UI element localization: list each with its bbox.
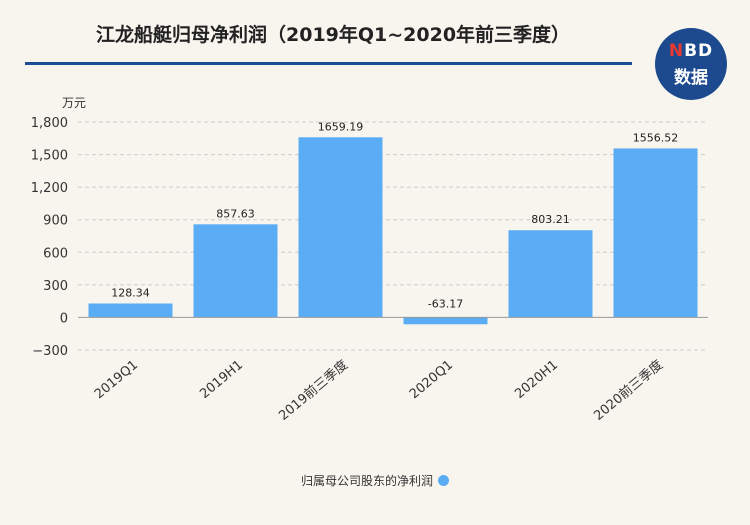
page-title: 江龙船艇归母净利润（2019年Q1~2020年前三季度） [96,24,571,46]
logo-subtext: 数据 [674,68,708,88]
bar [193,224,278,318]
x-tick-label: 2020H1 [512,358,561,402]
data-label: -63.17 [428,297,463,310]
data-label: 803.21 [531,213,570,226]
bar [613,148,698,318]
bar [403,317,488,325]
data-label: 128.34 [111,286,150,299]
logo-n: N [668,41,685,61]
x-tick-label: 2020前三季度 [591,357,666,424]
bar [88,303,173,318]
x-tick-label: 2019前三季度 [276,357,351,424]
y-tick-label: 300 [43,279,68,294]
y-tick-label: 600 [43,246,68,261]
legend: 归属母公司股东的净利润 [0,472,750,489]
y-tick-label: 1,200 [31,181,68,196]
data-label: 1556.52 [633,131,679,144]
legend-swatch [438,475,449,486]
y-tick-label: 1,500 [31,149,68,164]
nbd-logo: NBD 数据 [655,28,727,100]
x-tick-label: 2020Q1 [407,358,456,403]
y-tick-label: 900 [43,214,68,229]
logo-bd: BD [684,41,714,61]
bar [298,137,383,318]
y-tick-label: −300 [32,344,68,359]
y-axis-unit-label: 万元 [62,96,86,110]
legend-label: 归属母公司股东的净利润 [300,474,433,488]
bar [508,230,593,318]
y-tick-label: 1,800 [31,116,68,131]
data-label: 1659.19 [318,120,364,133]
title-divider [25,62,632,65]
x-tick-label: 2019H1 [197,358,246,402]
y-tick-label: 0 [60,311,68,326]
x-tick-label: 2019Q1 [92,358,141,403]
data-label: 857.63 [216,207,255,220]
